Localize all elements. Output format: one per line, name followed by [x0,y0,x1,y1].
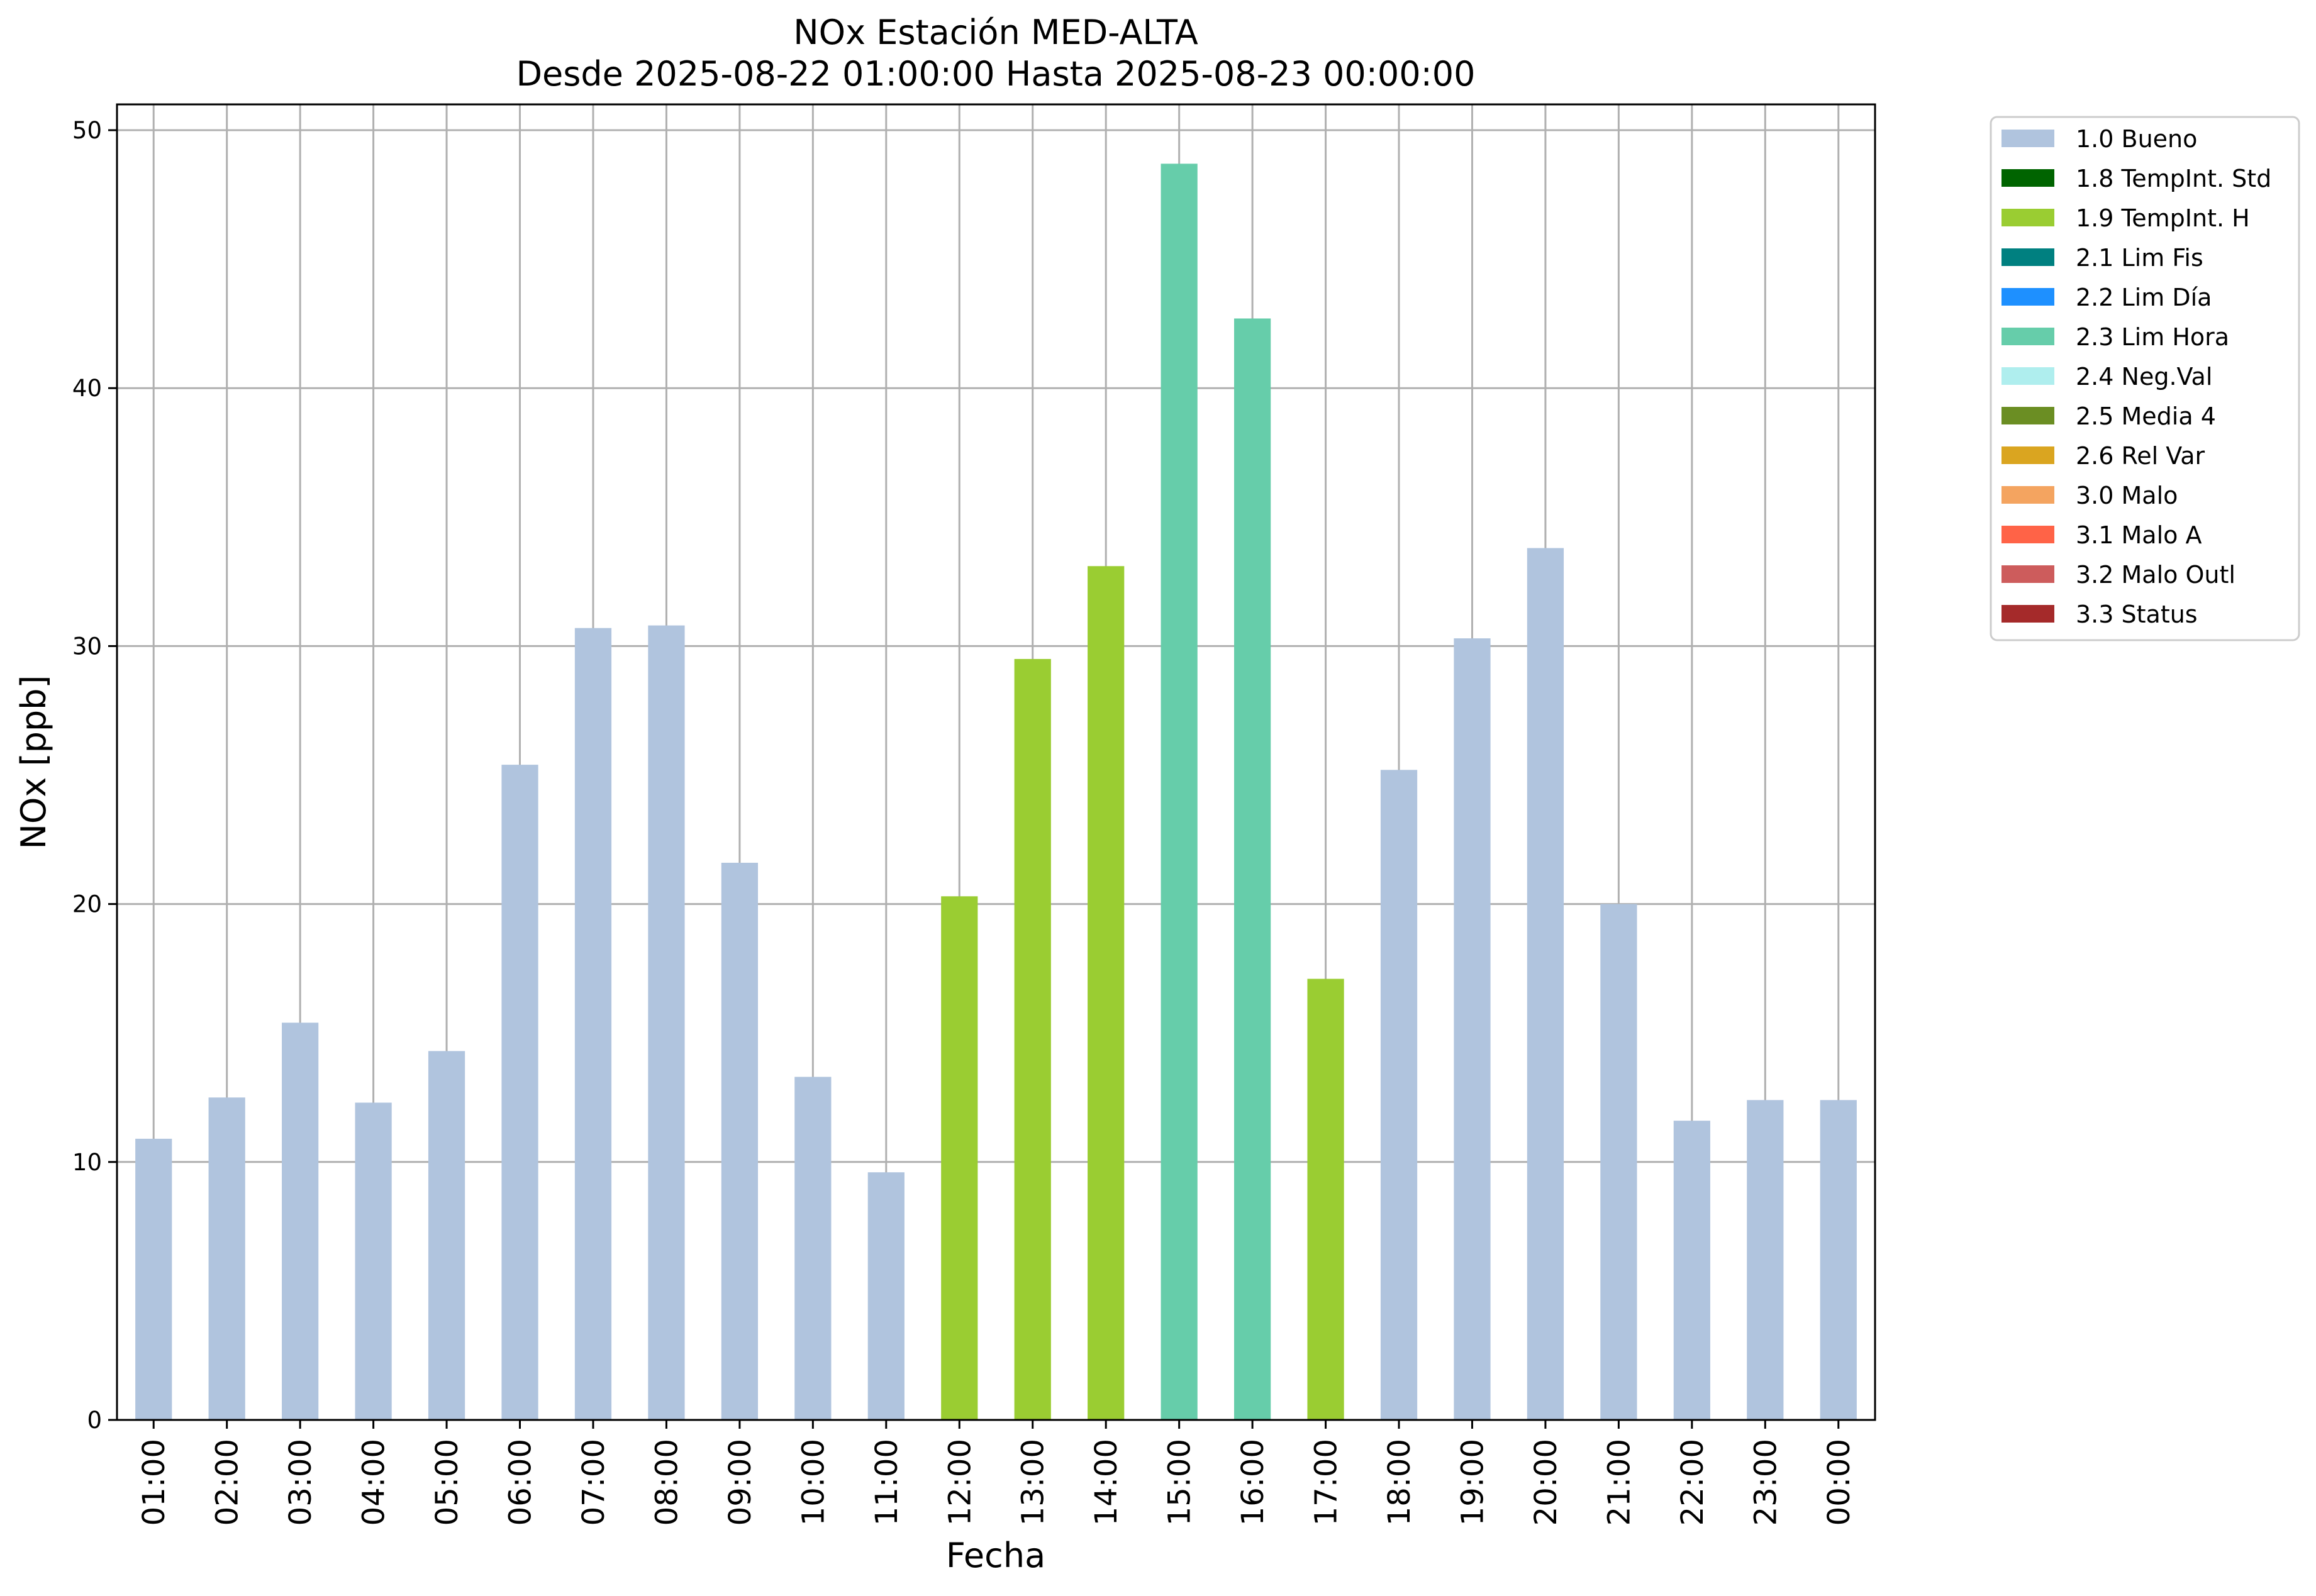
x-tick-label: 01:00 [136,1439,172,1526]
bar-1000 [794,1077,832,1420]
legend-label: 1.9 TempInt. H [2076,204,2250,232]
x-tick-label: 02:00 [210,1439,245,1526]
x-tick-label: 11:00 [869,1439,905,1526]
y-tick-label: 20 [72,891,102,918]
x-tick-label: 06:00 [503,1439,538,1526]
bar-2300 [1747,1100,1784,1420]
y-tick-label: 0 [87,1407,102,1434]
chart-subtitle: Desde 2025-08-22 01:00:00 Hasta 2025-08-… [516,54,1475,94]
bar-2100 [1600,904,1637,1420]
y-tick-label: 30 [72,633,102,660]
legend-label: 3.0 Malo [2076,482,2178,509]
x-tick-label: 23:00 [1748,1439,1783,1526]
x-tick-label: 12:00 [942,1439,977,1526]
x-tick-label: 08:00 [649,1439,684,1526]
legend-label: 2.1 Lim Fis [2076,244,2203,272]
x-axis-label: Fecha [946,1536,1045,1575]
bar-0200 [208,1097,245,1420]
x-tick-label: 09:00 [723,1439,758,1526]
bar-1200 [941,896,978,1420]
y-tick-label: 40 [72,375,102,402]
bar-1900 [1454,638,1491,1420]
legend-label: 2.5 Media 4 [2076,402,2216,430]
bars [135,163,1857,1421]
x-tick-label: 03:00 [283,1439,318,1526]
legend-swatch [2001,605,2054,623]
x-tick-label: 19:00 [1455,1439,1490,1526]
legend: 1.0 Bueno 1.8 TempInt. Std 1.9 TempInt. H 2… [1990,116,2300,641]
legend-swatch [2001,169,2054,187]
legend-swatch [2001,288,2054,306]
x-tick-label: 22:00 [1675,1439,1710,1526]
x-tick-label: 04:00 [357,1439,392,1526]
legend-swatch [2001,328,2054,345]
y-tick-label: 50 [72,117,102,144]
bar-1800 [1380,770,1418,1420]
legend-label: 2.2 Lim Día [2076,284,2212,311]
x-tick-label: 15:00 [1162,1439,1198,1526]
legend-swatch [2001,486,2054,504]
x-tick-label: 10:00 [796,1439,831,1526]
x-tick-label: 18:00 [1382,1439,1417,1526]
bar-0800 [648,625,685,1420]
legend-label: 1.0 Bueno [2076,125,2197,153]
legend-frame [1990,116,2300,641]
bar-2000 [1527,548,1564,1420]
legend-swatch [2001,526,2054,543]
legend-label: 2.3 Lim Hora [2076,323,2229,351]
bar-1600 [1233,318,1271,1420]
bar-1100 [867,1172,905,1420]
plot-frame [116,103,1876,1421]
bar-0100 [135,1138,172,1420]
x-tick-label: 20:00 [1528,1439,1564,1526]
bar-0000 [1820,1100,1857,1420]
bar-1400 [1088,566,1125,1420]
legend-swatch [2001,565,2054,583]
x-tick-label: 16:00 [1235,1439,1271,1526]
x-tick-label: 21:00 [1601,1439,1637,1526]
x-tick-label: 07:00 [576,1439,611,1526]
legend-label: 3.3 Status [2076,601,2198,628]
bar-1700 [1307,978,1344,1420]
legend-swatch [2001,407,2054,424]
bar-0400 [355,1102,392,1420]
legend-swatch [2001,367,2054,385]
legend-swatch [2001,130,2054,147]
chart-title: NOx Estación MED-ALTA [793,13,1198,52]
x-tick-label: 13:00 [1016,1439,1051,1526]
ticks: 0 10 20 30 40 50 01:00 02:00 03:00 04:00 05:00 06:0… [72,117,1857,1526]
x-tick-label: 14:00 [1089,1439,1124,1526]
legend-swatch [2001,446,2054,464]
bar-1300 [1014,658,1051,1420]
legend-label: 3.1 Malo A [2076,521,2202,549]
bar-0900 [721,862,759,1420]
legend-label: 2.4 Neg.Val [2076,363,2212,391]
bar-0600 [501,765,538,1420]
bar-0700 [574,628,612,1421]
legend-swatch [2001,209,2054,226]
legend-swatch [2001,248,2054,266]
x-tick-label: 05:00 [430,1439,465,1526]
legend-label: 2.6 Rel Var [2076,442,2205,470]
bar-0500 [428,1051,465,1420]
legend-label: 3.2 Malo Outl [2076,561,2235,589]
x-tick-label: 00:00 [1822,1439,1857,1526]
bar-1500 [1161,163,1198,1420]
x-tick-label: 17:00 [1309,1439,1344,1526]
legend-label: 1.8 TempInt. Std [2076,165,2271,192]
y-tick-label: 10 [72,1149,102,1176]
y-axis-label: NOx [ppb] [14,675,53,850]
bar-2200 [1673,1121,1710,1420]
bar-0300 [282,1022,319,1420]
